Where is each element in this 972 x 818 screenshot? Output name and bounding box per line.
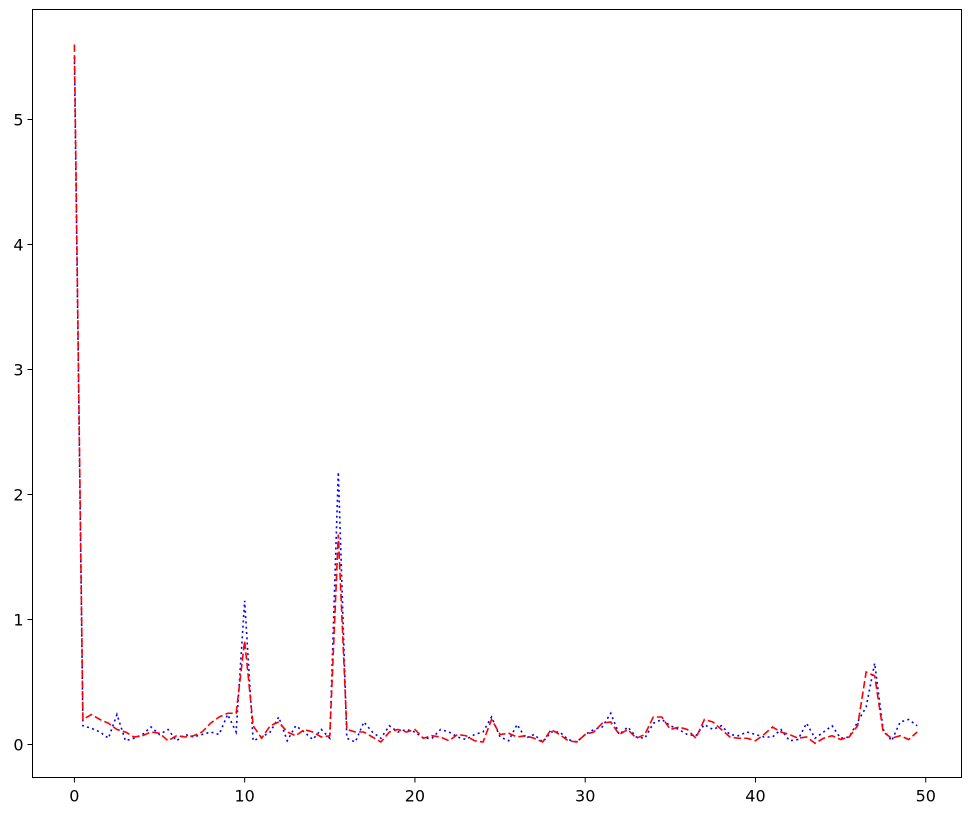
y-tick-label: 0 — [13, 736, 23, 755]
x-tick-label: 20 — [405, 787, 425, 806]
plot-frame — [32, 9, 962, 778]
x-tick-label: 40 — [745, 787, 765, 806]
data-line — [73, 44, 918, 745]
y-tick-label: 3 — [13, 361, 23, 380]
y-tick-label: 2 — [13, 486, 23, 505]
y-tick-label: 5 — [13, 111, 23, 130]
x-tick-label: 30 — [575, 787, 595, 806]
x-tick-label: 50 — [916, 787, 936, 806]
x-tick-label: 0 — [69, 787, 79, 806]
y-tick-label: 1 — [13, 611, 23, 630]
x-tick-label: 10 — [234, 787, 254, 806]
y-tick-label: 4 — [13, 236, 23, 255]
data-line — [73, 56, 918, 744]
